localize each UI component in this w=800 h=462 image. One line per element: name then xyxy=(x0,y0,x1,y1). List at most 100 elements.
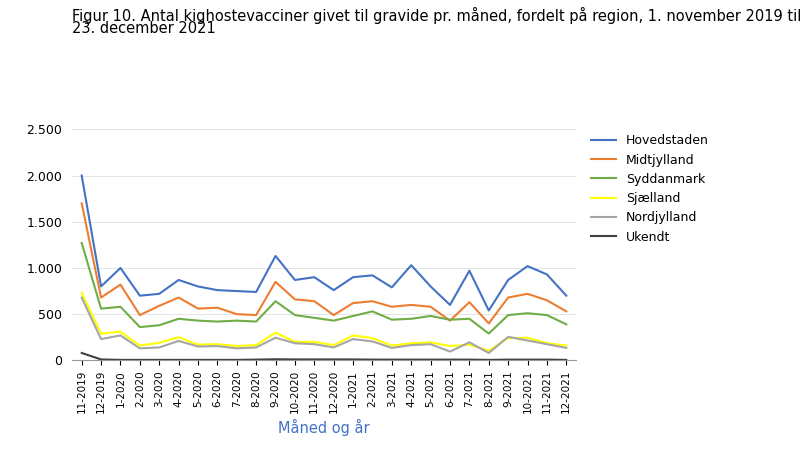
Sjælland xyxy=(387,343,397,348)
Syddanmark xyxy=(310,315,319,321)
Hovedstaden xyxy=(310,274,319,280)
Nordjylland xyxy=(503,334,513,340)
Nordjylland xyxy=(368,339,378,344)
Ukendt xyxy=(348,357,358,362)
Nordjylland xyxy=(522,338,532,343)
Syddanmark xyxy=(154,322,164,328)
Ukendt xyxy=(194,357,203,363)
Nordjylland xyxy=(96,336,106,342)
Sjælland xyxy=(77,290,86,296)
Hovedstaden xyxy=(368,273,378,278)
Sjælland xyxy=(368,335,378,341)
Syddanmark xyxy=(116,304,126,310)
Midtjylland xyxy=(348,300,358,306)
Sjælland xyxy=(542,340,552,346)
Sjælland xyxy=(174,334,183,340)
Ukendt xyxy=(368,357,378,362)
Sjælland xyxy=(465,342,474,347)
Syddanmark xyxy=(174,316,183,322)
Ukendt xyxy=(232,357,242,363)
Syddanmark xyxy=(387,317,397,322)
Midtjylland xyxy=(465,299,474,305)
Midtjylland xyxy=(116,282,126,287)
Midtjylland xyxy=(251,312,261,318)
Ukendt xyxy=(96,357,106,362)
Sjælland xyxy=(329,342,338,348)
Syddanmark xyxy=(522,310,532,316)
Syddanmark xyxy=(465,316,474,322)
Nordjylland xyxy=(290,340,300,346)
Sjælland xyxy=(484,348,494,353)
Ukendt xyxy=(290,357,300,362)
Sjælland xyxy=(154,340,164,346)
Ukendt xyxy=(522,357,532,362)
Hovedstaden xyxy=(387,285,397,290)
Sjælland xyxy=(446,343,455,349)
Ukendt xyxy=(465,357,474,362)
Syddanmark xyxy=(290,312,300,318)
Nordjylland xyxy=(232,346,242,351)
Ukendt xyxy=(310,357,319,362)
Midtjylland xyxy=(310,298,319,304)
Midtjylland xyxy=(368,298,378,304)
Ukendt xyxy=(213,357,222,363)
Nordjylland xyxy=(465,340,474,345)
Ukendt xyxy=(503,357,513,362)
Midtjylland xyxy=(484,321,494,326)
Sjælland xyxy=(562,343,571,348)
Sjælland xyxy=(96,331,106,336)
Ukendt xyxy=(406,357,416,362)
Hovedstaden xyxy=(329,287,338,293)
Midtjylland xyxy=(446,318,455,323)
Text: 23. december 2021: 23. december 2021 xyxy=(72,21,216,36)
Line: Hovedstaden: Hovedstaden xyxy=(82,176,566,310)
Midtjylland xyxy=(77,201,86,206)
Midtjylland xyxy=(154,303,164,309)
Ukendt xyxy=(135,357,145,363)
Hovedstaden xyxy=(135,293,145,298)
Line: Midtjylland: Midtjylland xyxy=(82,203,566,323)
Syddanmark xyxy=(368,309,378,314)
Hovedstaden xyxy=(116,265,126,271)
Line: Ukendt: Ukendt xyxy=(82,353,566,360)
Midtjylland xyxy=(96,295,106,300)
Nordjylland xyxy=(251,345,261,350)
Ukendt xyxy=(270,357,280,362)
Sjælland xyxy=(232,343,242,349)
Hovedstaden xyxy=(522,263,532,269)
Hovedstaden xyxy=(542,272,552,277)
Midtjylland xyxy=(270,279,280,285)
Hovedstaden xyxy=(213,287,222,293)
Syddanmark xyxy=(77,240,86,246)
Hovedstaden xyxy=(290,277,300,283)
Nordjylland xyxy=(406,342,416,348)
Syddanmark xyxy=(503,312,513,318)
Syddanmark xyxy=(406,316,416,322)
Sjælland xyxy=(251,342,261,348)
Hovedstaden xyxy=(503,277,513,283)
Syddanmark xyxy=(232,318,242,323)
Syddanmark xyxy=(135,324,145,330)
Nordjylland xyxy=(387,345,397,351)
Nordjylland xyxy=(135,346,145,351)
Nordjylland xyxy=(542,341,552,347)
Nordjylland xyxy=(174,338,183,344)
Hovedstaden xyxy=(194,284,203,289)
Hovedstaden xyxy=(154,291,164,297)
Nordjylland xyxy=(213,343,222,349)
Nordjylland xyxy=(426,341,435,347)
Hovedstaden xyxy=(270,253,280,259)
Line: Sjælland: Sjælland xyxy=(82,293,566,351)
Nordjylland xyxy=(329,345,338,350)
Syddanmark xyxy=(329,318,338,323)
Midtjylland xyxy=(406,302,416,308)
Nordjylland xyxy=(77,295,86,300)
Ukendt xyxy=(484,357,494,363)
X-axis label: Måned og år: Måned og år xyxy=(278,419,370,436)
Sjælland xyxy=(270,330,280,335)
Sjælland xyxy=(194,342,203,347)
Syddanmark xyxy=(96,306,106,311)
Nordjylland xyxy=(154,345,164,350)
Sjælland xyxy=(290,339,300,345)
Midtjylland xyxy=(174,295,183,300)
